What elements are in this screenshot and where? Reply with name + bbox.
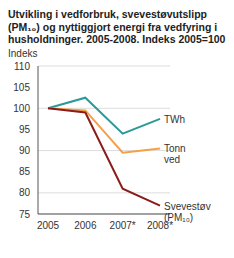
- svg-text:80: 80: [19, 187, 31, 198]
- svg-text:Svevestøv(PM₁₀): Svevestøv(PM₁₀): [164, 200, 211, 222]
- svg-text:2005: 2005: [37, 220, 60, 231]
- svg-text:2006: 2006: [74, 220, 97, 231]
- svg-text:TWh: TWh: [164, 113, 185, 124]
- svg-text:100: 100: [13, 102, 30, 113]
- html-text:Indeks: Indeks: [8, 47, 38, 59]
- svg-text:95: 95: [19, 123, 31, 134]
- svg-text:105: 105: [13, 81, 30, 92]
- svg-text:Tonnved: Tonnved: [164, 143, 186, 165]
- svg-text:2008*: 2008*: [146, 219, 174, 231]
- svg-text:110: 110: [14, 60, 30, 71]
- svg-text:90: 90: [19, 145, 31, 156]
- svg-text:2007*: 2007*: [110, 220, 136, 231]
- svg-text:85: 85: [19, 166, 31, 177]
- svg-text:75: 75: [19, 208, 31, 219]
- html-text:Utvikling i vedforbruk, sveves: Utvikling i vedforbruk, svevestøvutslipp…: [8, 8, 226, 45]
